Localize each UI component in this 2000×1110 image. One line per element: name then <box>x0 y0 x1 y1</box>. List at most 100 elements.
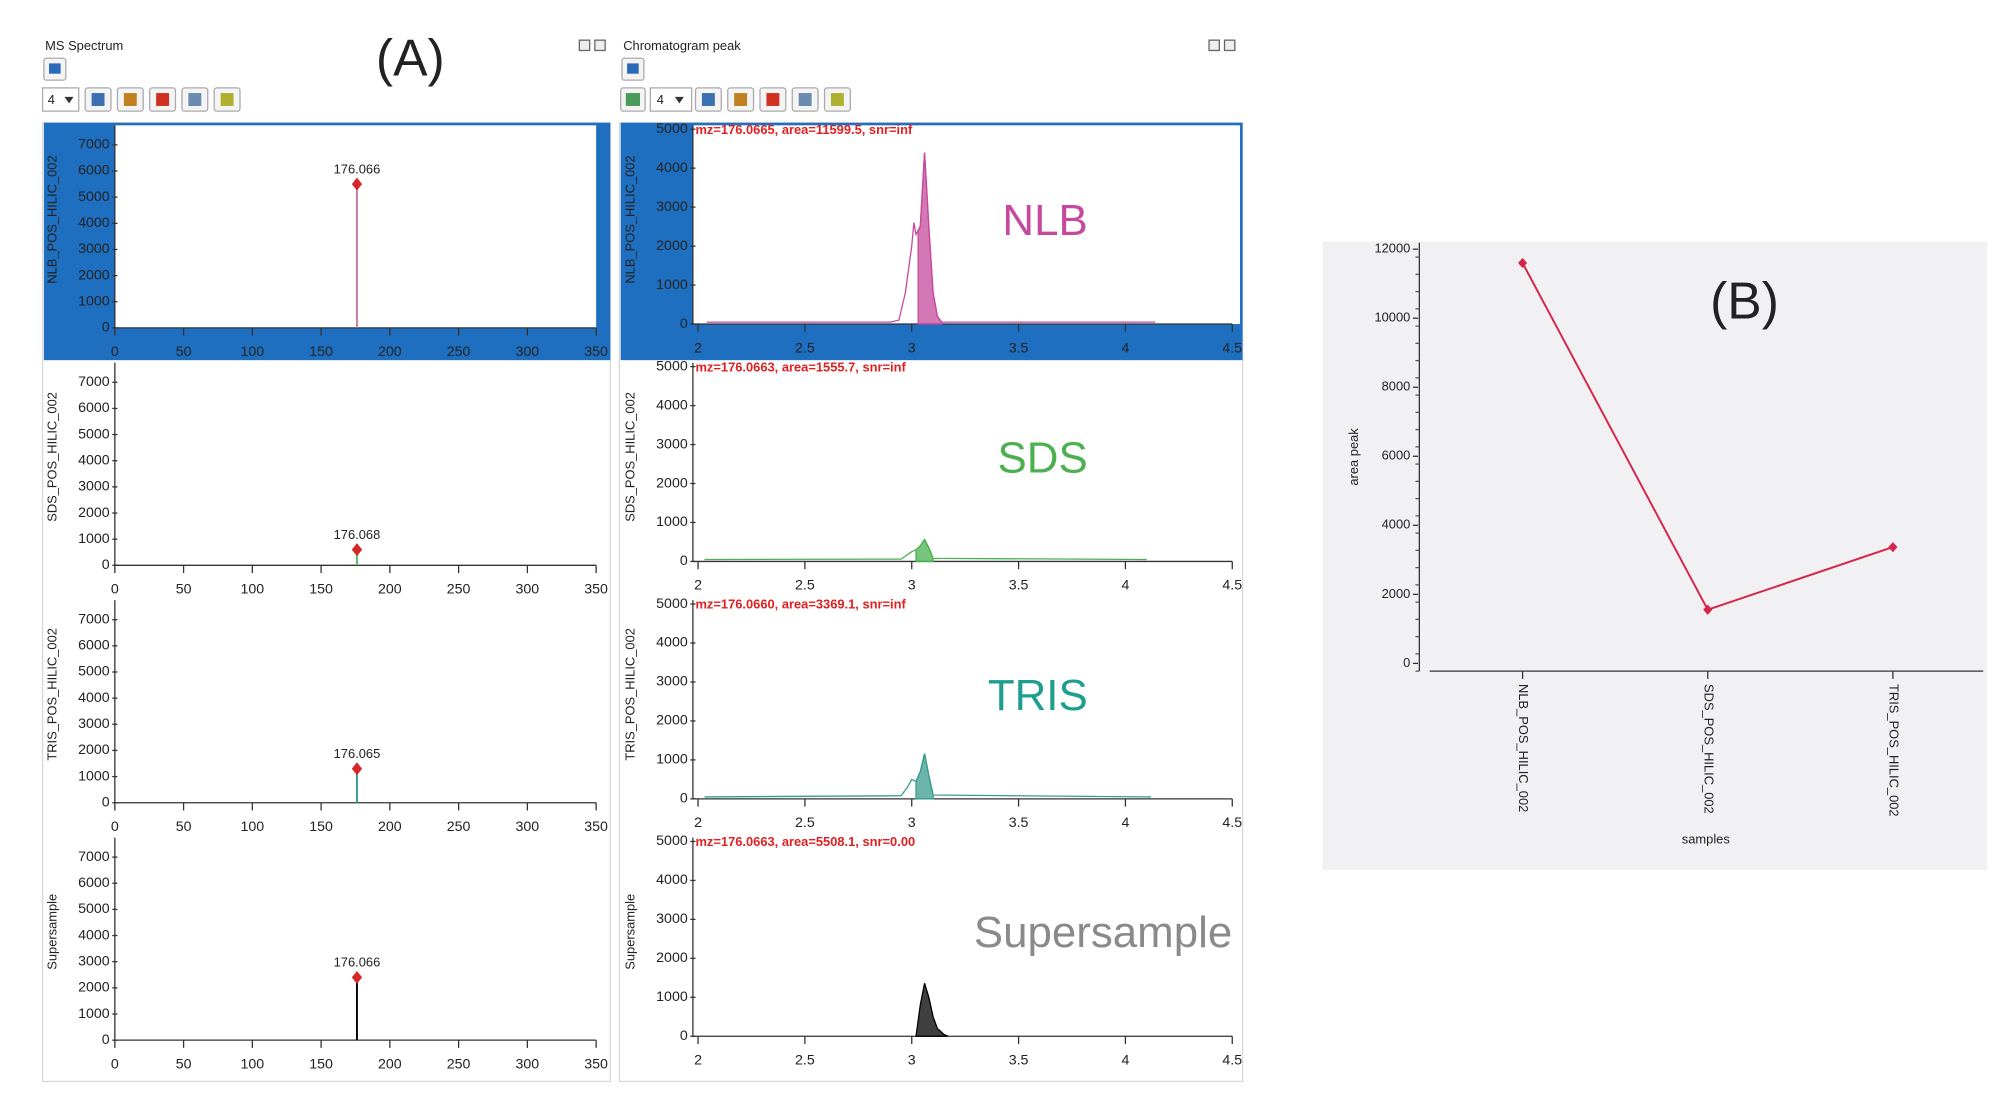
x-tick-label: 350 <box>584 819 608 835</box>
peak-marker <box>351 177 363 191</box>
y-tick-label: 6000 <box>78 163 110 179</box>
panel-label: (B) <box>1710 271 1779 329</box>
point <box>1518 257 1528 269</box>
icon <box>701 93 715 106</box>
close-button[interactable] <box>1223 39 1236 52</box>
y-tick-label: 1000 <box>656 989 688 1005</box>
combo-box[interactable] <box>649 87 693 112</box>
sample-label: SDS <box>998 433 1088 482</box>
icon <box>674 96 684 104</box>
plot-area <box>692 362 1240 562</box>
y-tick-label: 3000 <box>78 479 110 495</box>
x-tick-label: 2 <box>694 815 702 831</box>
x-tick-label: 4.5 <box>1222 815 1242 831</box>
y-tick-label: 7000 <box>78 374 110 390</box>
window-buttons[interactable] <box>578 39 1236 52</box>
x-tick-label: 3.5 <box>1009 340 1029 356</box>
x-tick-label: 100 <box>241 1056 265 1072</box>
y-axis-label: SDS_POS_HILIC_002 <box>622 392 637 522</box>
icon <box>64 96 74 104</box>
x-tick-label: 0 <box>111 344 119 360</box>
plot-area <box>114 837 597 1041</box>
y-tick-label: 1000 <box>78 294 110 310</box>
toolbar <box>84 87 851 112</box>
plot-area <box>114 125 597 328</box>
peak-annotation: mz=176.0663, area=1555.7, snr=inf <box>695 359 906 374</box>
y-tick-label: 5000 <box>78 664 110 680</box>
y-tick-label: 5000 <box>656 121 688 137</box>
y-tick-label: 0 <box>1403 655 1410 670</box>
y-tick-label: 0 <box>102 1032 110 1048</box>
y-tick-label: 3000 <box>656 911 688 927</box>
x-tick-label: 2.5 <box>795 578 815 594</box>
x-tick-label: 3.5 <box>1009 815 1029 831</box>
x-tick-label: 2 <box>694 1053 702 1069</box>
x-tick-label: 200 <box>378 582 402 598</box>
x-tick-label: 100 <box>241 819 265 835</box>
peak-annotation: mz=176.0660, area=3369.1, snr=inf <box>695 597 906 612</box>
x-tick-label: 250 <box>447 1056 471 1072</box>
x-tick-label: 4 <box>1121 1053 1129 1069</box>
peak-marker <box>351 543 363 557</box>
x-tick-label: 3.5 <box>1009 578 1029 594</box>
x-tick-label: NLB_POS_HILIC_002 <box>1516 684 1531 812</box>
close-button[interactable] <box>594 39 606 52</box>
y-tick-label: 2000 <box>656 238 688 254</box>
y-tick-label: 1000 <box>656 752 688 768</box>
window-title: Chromatogram peak <box>623 38 741 53</box>
y-tick-label: 10000 <box>1374 310 1410 325</box>
x-tick-label: 150 <box>309 344 333 360</box>
chart-b-panel <box>1322 241 1988 870</box>
x-tick-label: 250 <box>447 344 471 360</box>
x-tick-label: 50 <box>176 344 192 360</box>
icon <box>625 93 640 106</box>
y-axis-label: TRIS_POS_HILIC_002 <box>44 628 59 761</box>
peak-marker <box>351 970 363 984</box>
x-tick-label: 350 <box>584 344 608 360</box>
y-tick-label: 2000 <box>78 742 110 758</box>
x-tick-label: 0 <box>111 582 119 598</box>
x-tick-label: 3.5 <box>1009 1053 1029 1069</box>
x-tick-label: 150 <box>309 1056 333 1072</box>
peak-annotation: mz=176.0665, area=11599.5, snr=inf <box>695 122 913 137</box>
y-tick-label: 3000 <box>656 436 688 452</box>
y-tick-label: 1000 <box>78 768 110 784</box>
float-button[interactable] <box>1208 39 1220 52</box>
y-axis-label: Supersample <box>622 894 637 970</box>
peak-label: 176.066 <box>334 161 381 176</box>
x-tick-label: 4 <box>1121 815 1129 831</box>
x-tick-label: 250 <box>447 819 471 835</box>
trace <box>706 152 1156 323</box>
y-tick-label: 4000 <box>78 927 110 943</box>
x-tick-label: 2.5 <box>795 1053 815 1069</box>
peak-label: 176.065 <box>334 746 381 761</box>
x-tick-label: 300 <box>516 582 540 598</box>
sample-label: TRIS <box>988 671 1088 720</box>
y-tick-label: 5000 <box>656 833 688 849</box>
peak-label: 176.068 <box>334 527 381 542</box>
y-tick-label: 12000 <box>1374 241 1410 256</box>
y-tick-label: 4000 <box>656 872 688 888</box>
icon <box>49 63 61 74</box>
y-tick-label: 8000 <box>1382 379 1411 394</box>
y-tick-label: 5000 <box>78 901 110 917</box>
icon <box>91 93 105 106</box>
float-button[interactable] <box>578 39 591 52</box>
y-axis-label: area peak <box>1346 428 1361 486</box>
y-tick-label: 2000 <box>78 505 110 521</box>
icon <box>766 93 780 106</box>
x-tick-label: 150 <box>309 582 333 598</box>
x-tick-label: 4 <box>1121 340 1129 356</box>
x-tick-label: 4.5 <box>1222 340 1242 356</box>
icon <box>156 93 170 106</box>
y-tick-label: 2000 <box>656 713 688 729</box>
x-tick-label: 0 <box>111 819 119 835</box>
combo-value: 4 <box>48 92 55 107</box>
x-tick-label: 50 <box>176 819 192 835</box>
x-tick-label: 100 <box>241 582 265 598</box>
combo-value: 4 <box>657 92 664 107</box>
x-tick-label: 100 <box>241 344 265 360</box>
peak-marker <box>351 762 363 776</box>
y-axis-label: NLB_POS_HILIC_002 <box>44 155 59 283</box>
combo-box[interactable] <box>41 87 80 112</box>
